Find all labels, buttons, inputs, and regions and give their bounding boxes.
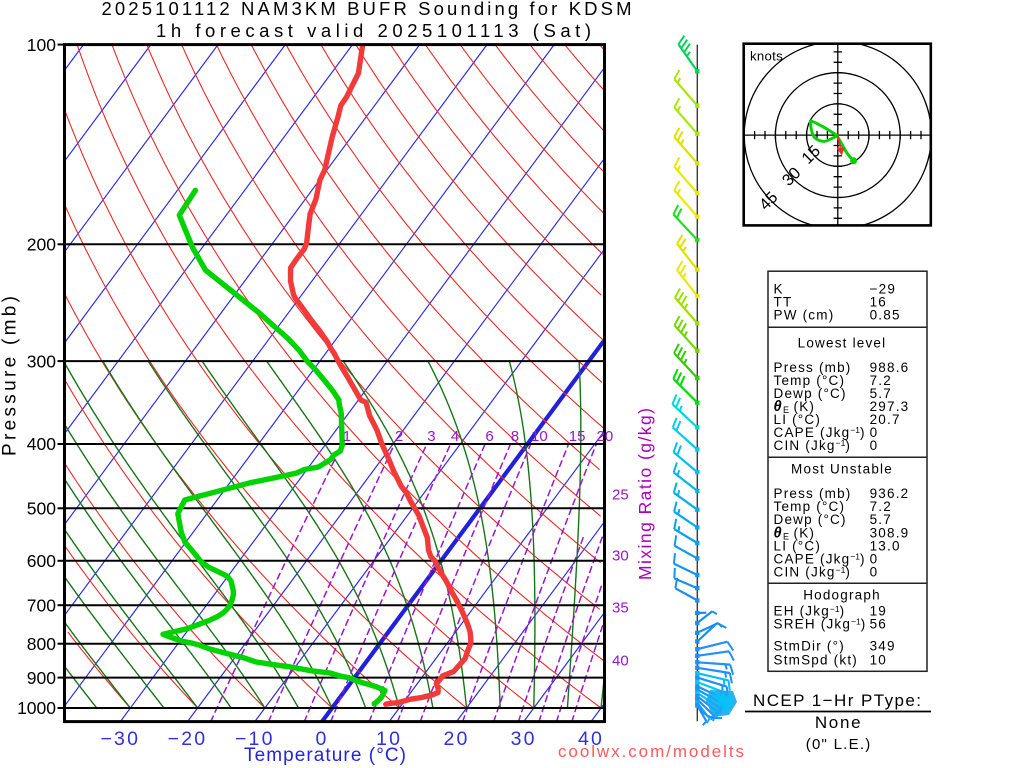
svg-text:StmDir (°): StmDir (°) [774,639,845,654]
svg-text:35: 35 [612,600,629,617]
svg-text:5.7: 5.7 [870,386,892,401]
svg-text:10: 10 [870,652,887,667]
svg-text:16: 16 [870,295,887,310]
svg-text:936.2: 936.2 [870,486,910,501]
svg-text:CAPE (Jkg−1): CAPE (Jkg−1) [774,552,866,567]
svg-text:Dewp (°C): Dewp (°C) [774,386,847,401]
svg-text:30: 30 [511,728,537,750]
svg-text:NCEP 1−Hr PType:: NCEP 1−Hr PType: [753,691,921,710]
svg-text:56: 56 [870,616,887,631]
svg-text:297.3: 297.3 [870,399,910,414]
svg-text:(K): (K) [794,399,816,414]
svg-text:−29: −29 [870,282,897,297]
svg-text:40: 40 [612,653,629,670]
svg-text:Press (mb): Press (mb) [774,360,852,375]
svg-text:CAPE (Jkg−1): CAPE (Jkg−1) [774,425,866,440]
svg-text:None: None [815,713,861,732]
svg-text:600: 600 [27,551,56,571]
svg-text:knots: knots [750,49,783,64]
svg-text:308.9: 308.9 [870,525,910,540]
svg-text:3: 3 [427,428,435,445]
svg-text:0: 0 [315,728,328,750]
svg-text:5.7: 5.7 [870,512,892,527]
svg-text:SREH (Jkg−1): SREH (Jkg−1) [774,616,867,631]
svg-text:−20: −20 [168,728,208,750]
svg-text:(K): (K) [794,525,816,540]
svg-text:θ: θ [774,399,783,415]
svg-text:θ: θ [774,525,783,541]
svg-text:Press (mb): Press (mb) [774,486,852,501]
svg-text:Most Unstable: Most Unstable [791,461,893,476]
svg-text:E: E [783,405,789,415]
svg-text:4: 4 [451,428,459,445]
svg-text:TT: TT [774,295,793,310]
svg-text:0: 0 [870,438,879,453]
svg-text:900: 900 [27,668,56,688]
svg-text:LI (°C): LI (°C) [774,538,822,553]
svg-text:1: 1 [343,428,351,445]
svg-text:−30: −30 [100,728,140,750]
svg-text:PW (cm): PW (cm) [774,308,835,323]
svg-text:0: 0 [870,425,879,440]
svg-text:7.2: 7.2 [870,373,892,388]
svg-text:2025101112 NAM3KM BUFR Soundin: 2025101112 NAM3KM BUFR Sounding for KDSM [102,0,632,19]
svg-text:Temperature (°C): Temperature (°C) [244,745,406,766]
svg-text:0: 0 [870,552,879,567]
svg-text:(0" L.E.): (0" L.E.) [806,736,871,753]
svg-text:25: 25 [612,487,629,504]
svg-text:20: 20 [443,728,469,750]
svg-text:40: 40 [578,728,604,750]
svg-text:8: 8 [511,428,519,445]
svg-text:800: 800 [27,634,56,654]
svg-text:K: K [774,282,784,297]
svg-text:30: 30 [612,548,629,565]
svg-text:LI (°C): LI (°C) [774,412,822,427]
svg-text:1000: 1000 [17,698,56,718]
svg-text:1h forecast valid 2025101113 (: 1h forecast valid 2025101113 (Sat) [156,20,591,41]
svg-text:700: 700 [27,595,56,615]
svg-text:coolwx.com/modelts: coolwx.com/modelts [558,742,744,761]
svg-text:20: 20 [597,428,614,445]
svg-text:Lowest level: Lowest level [798,335,887,350]
svg-text:0: 0 [870,565,879,580]
svg-text:0.85: 0.85 [870,308,901,323]
svg-text:7.2: 7.2 [870,499,892,514]
svg-text:Temp (°C): Temp (°C) [774,499,846,514]
svg-text:13.0: 13.0 [870,538,901,553]
svg-text:500: 500 [27,499,56,519]
svg-text:Hodograph: Hodograph [803,587,881,602]
svg-text:Mixing Ratio (g/kg): Mixing Ratio (g/kg) [635,408,655,580]
svg-text:15: 15 [569,428,586,445]
svg-text:Dewp (°C): Dewp (°C) [774,512,847,527]
svg-text:E: E [783,531,789,541]
svg-text:400: 400 [27,434,56,454]
svg-text:CIN (Jkg−1): CIN (Jkg−1) [774,438,852,453]
svg-text:10: 10 [376,728,402,750]
svg-text:20.7: 20.7 [870,412,901,427]
svg-text:Temp (°C): Temp (°C) [774,373,846,388]
svg-text:−10: −10 [235,728,275,750]
svg-text:988.6: 988.6 [870,360,910,375]
svg-text:19: 19 [870,604,887,619]
svg-text:300: 300 [27,351,56,371]
svg-text:6: 6 [485,428,493,445]
svg-text:200: 200 [27,235,56,255]
svg-text:2: 2 [395,428,403,445]
svg-text:349: 349 [870,639,896,654]
svg-text:CIN (Jkg−1): CIN (Jkg−1) [774,565,852,580]
svg-text:100: 100 [27,35,56,55]
svg-text:EH (Jkg−1): EH (Jkg−1) [774,604,846,619]
svg-text:StmSpd (kt): StmSpd (kt) [774,652,858,667]
svg-text:10: 10 [531,428,548,445]
svg-text:Pressure (mb): Pressure (mb) [0,296,21,456]
